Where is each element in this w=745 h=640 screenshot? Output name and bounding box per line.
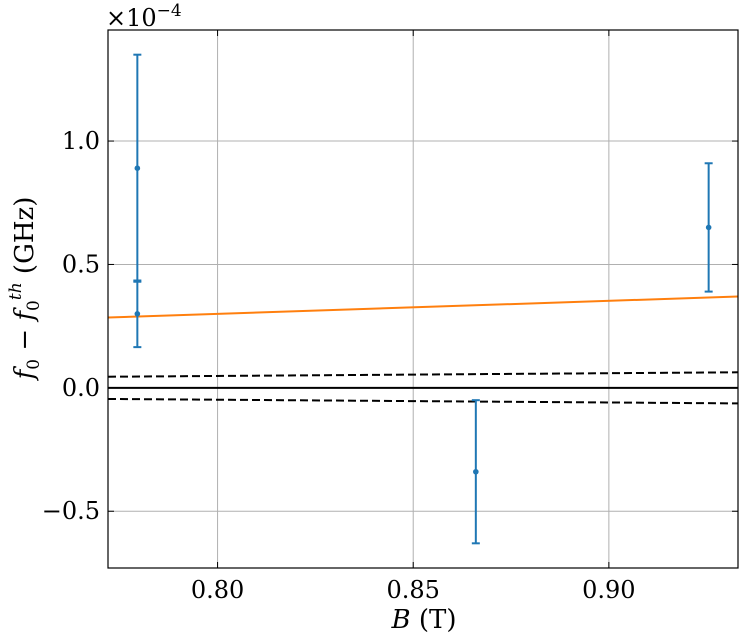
y-tick-label: −0.5 [42, 497, 100, 525]
data-point [473, 468, 479, 475]
fit-line [107, 295, 739, 319]
plot-frame [107, 29, 739, 569]
y-axis-label: f0 − f0th (GHz) [6, 197, 44, 382]
data-point [705, 224, 712, 231]
uncertainty-band-line [107, 397, 739, 405]
x-tick-label: 0.85 [386, 576, 439, 604]
data-point [134, 165, 141, 172]
ticks: 0.80 0.85 0.90 −0.5 0.0 0.5 1.0 [42, 30, 738, 604]
y-multiplier-exponent: −4 [157, 1, 182, 21]
x-tick-label: 0.90 [582, 576, 635, 604]
plot-border [107, 29, 739, 569]
y-multiplier-label: ×10−4 [106, 1, 182, 32]
y-tick-label: 1.0 [62, 127, 100, 155]
x-tick-label: 0.80 [191, 576, 244, 604]
data-point [134, 311, 141, 317]
x-axis-label: B (T) [390, 605, 456, 635]
y-tick-label: 0.0 [62, 374, 100, 402]
uncertainty-band-line [107, 371, 739, 378]
errorbar-series [133, 53, 713, 545]
y-multiplier-base: ×10 [106, 4, 157, 32]
y-tick-label: 0.5 [62, 250, 100, 278]
series-lines [107, 295, 739, 405]
